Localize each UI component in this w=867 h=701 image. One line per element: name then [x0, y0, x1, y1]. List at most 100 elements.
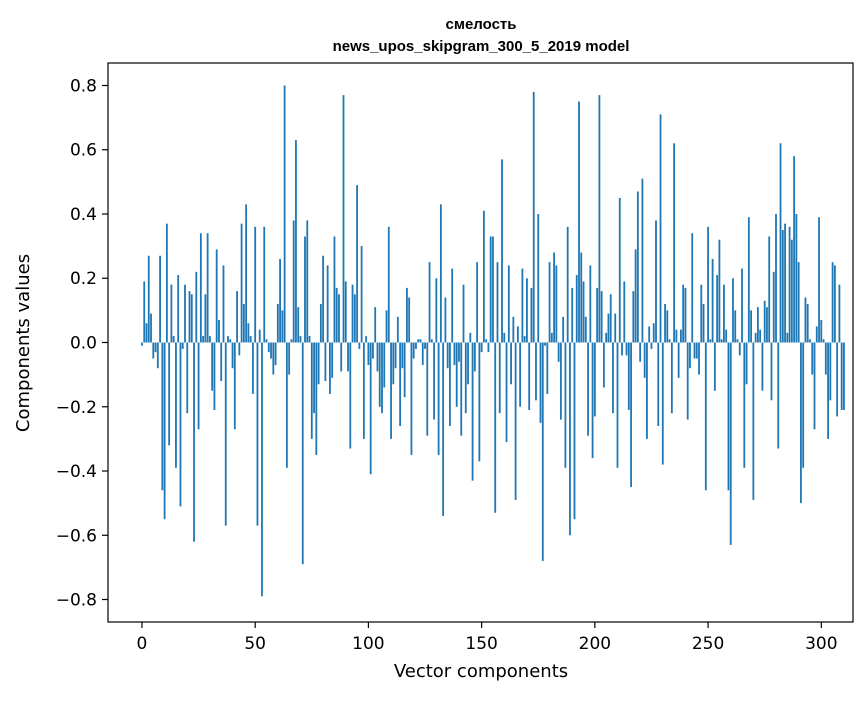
bar	[301, 342, 304, 565]
bar	[514, 342, 517, 500]
bar	[797, 262, 800, 343]
bar	[419, 339, 422, 343]
bar	[489, 236, 492, 343]
bar	[249, 336, 252, 343]
bar	[666, 310, 669, 343]
bar	[473, 342, 476, 372]
bar	[381, 342, 383, 414]
bar	[727, 342, 730, 491]
bar	[836, 342, 839, 417]
bar	[340, 342, 343, 372]
bar	[433, 342, 435, 420]
bar	[387, 226, 390, 343]
bar	[281, 310, 284, 343]
bar	[385, 310, 388, 343]
bar	[329, 342, 331, 394]
x-axis-label: Vector components	[394, 661, 568, 682]
bar	[804, 297, 807, 343]
bar	[784, 223, 786, 343]
bar	[641, 178, 644, 343]
bar	[274, 342, 277, 365]
bar	[190, 294, 193, 343]
bar	[222, 265, 225, 343]
bar	[211, 342, 214, 391]
bar	[410, 342, 413, 455]
bar	[394, 342, 397, 369]
y-tick-label: 0.4	[70, 205, 97, 225]
x-tick-label: 200	[579, 634, 611, 654]
bar	[369, 342, 372, 475]
bar	[813, 342, 816, 430]
bar	[745, 342, 748, 385]
bar	[455, 342, 458, 407]
bar	[779, 143, 782, 343]
bar	[766, 307, 768, 343]
chart-title: смелость	[446, 16, 517, 33]
bar	[707, 226, 709, 343]
bar	[505, 342, 508, 443]
bar	[399, 342, 402, 427]
bar	[752, 342, 755, 500]
bar	[709, 339, 712, 343]
bar	[229, 339, 232, 343]
bar	[759, 329, 762, 343]
bar	[795, 213, 798, 343]
bar	[729, 342, 732, 545]
bar	[716, 275, 719, 343]
bar	[344, 281, 347, 343]
bar	[593, 342, 596, 417]
bar	[356, 185, 358, 343]
bar	[691, 233, 694, 343]
bar	[179, 342, 182, 507]
bar	[159, 255, 161, 343]
bar	[544, 342, 546, 346]
bar	[516, 326, 519, 343]
bar	[677, 342, 680, 378]
bar	[689, 342, 691, 369]
bar	[555, 265, 558, 343]
y-tick-label: −0.8	[56, 591, 97, 611]
bar	[349, 342, 352, 449]
y-tick-label: −0.6	[56, 526, 97, 546]
x-tick-label: 150	[465, 634, 497, 654]
bar	[584, 316, 587, 343]
bar	[750, 310, 752, 343]
y-axis-label: Components values	[13, 254, 34, 432]
bar	[587, 342, 589, 436]
bar	[485, 339, 488, 343]
bar	[362, 342, 365, 439]
bar	[736, 339, 739, 343]
bar	[800, 342, 802, 504]
bar	[818, 217, 820, 343]
bar	[453, 342, 456, 365]
bar	[208, 336, 211, 343]
bar	[430, 339, 433, 343]
bar	[768, 236, 771, 343]
bar	[732, 278, 734, 343]
bar	[539, 342, 542, 423]
bar	[175, 342, 177, 468]
bar	[141, 342, 143, 346]
bar	[494, 342, 497, 513]
bar	[548, 262, 551, 343]
bar	[265, 339, 268, 343]
bar	[197, 342, 200, 430]
bar	[571, 287, 574, 343]
bar	[261, 342, 263, 597]
bar	[181, 342, 184, 349]
bar	[392, 342, 395, 385]
bar	[428, 262, 431, 343]
bar	[333, 236, 336, 343]
bar	[247, 323, 250, 343]
bar	[831, 262, 834, 343]
bar	[240, 223, 243, 343]
bar	[186, 342, 189, 414]
bar	[754, 332, 757, 343]
bar	[523, 336, 526, 343]
bar	[172, 336, 175, 343]
bar	[417, 339, 420, 343]
bar	[802, 342, 805, 468]
bar	[756, 307, 759, 343]
chart-subtitle: news_upos_skipgram_300_5_2019 model	[333, 38, 630, 55]
y-tick-label: 0.2	[70, 269, 97, 289]
